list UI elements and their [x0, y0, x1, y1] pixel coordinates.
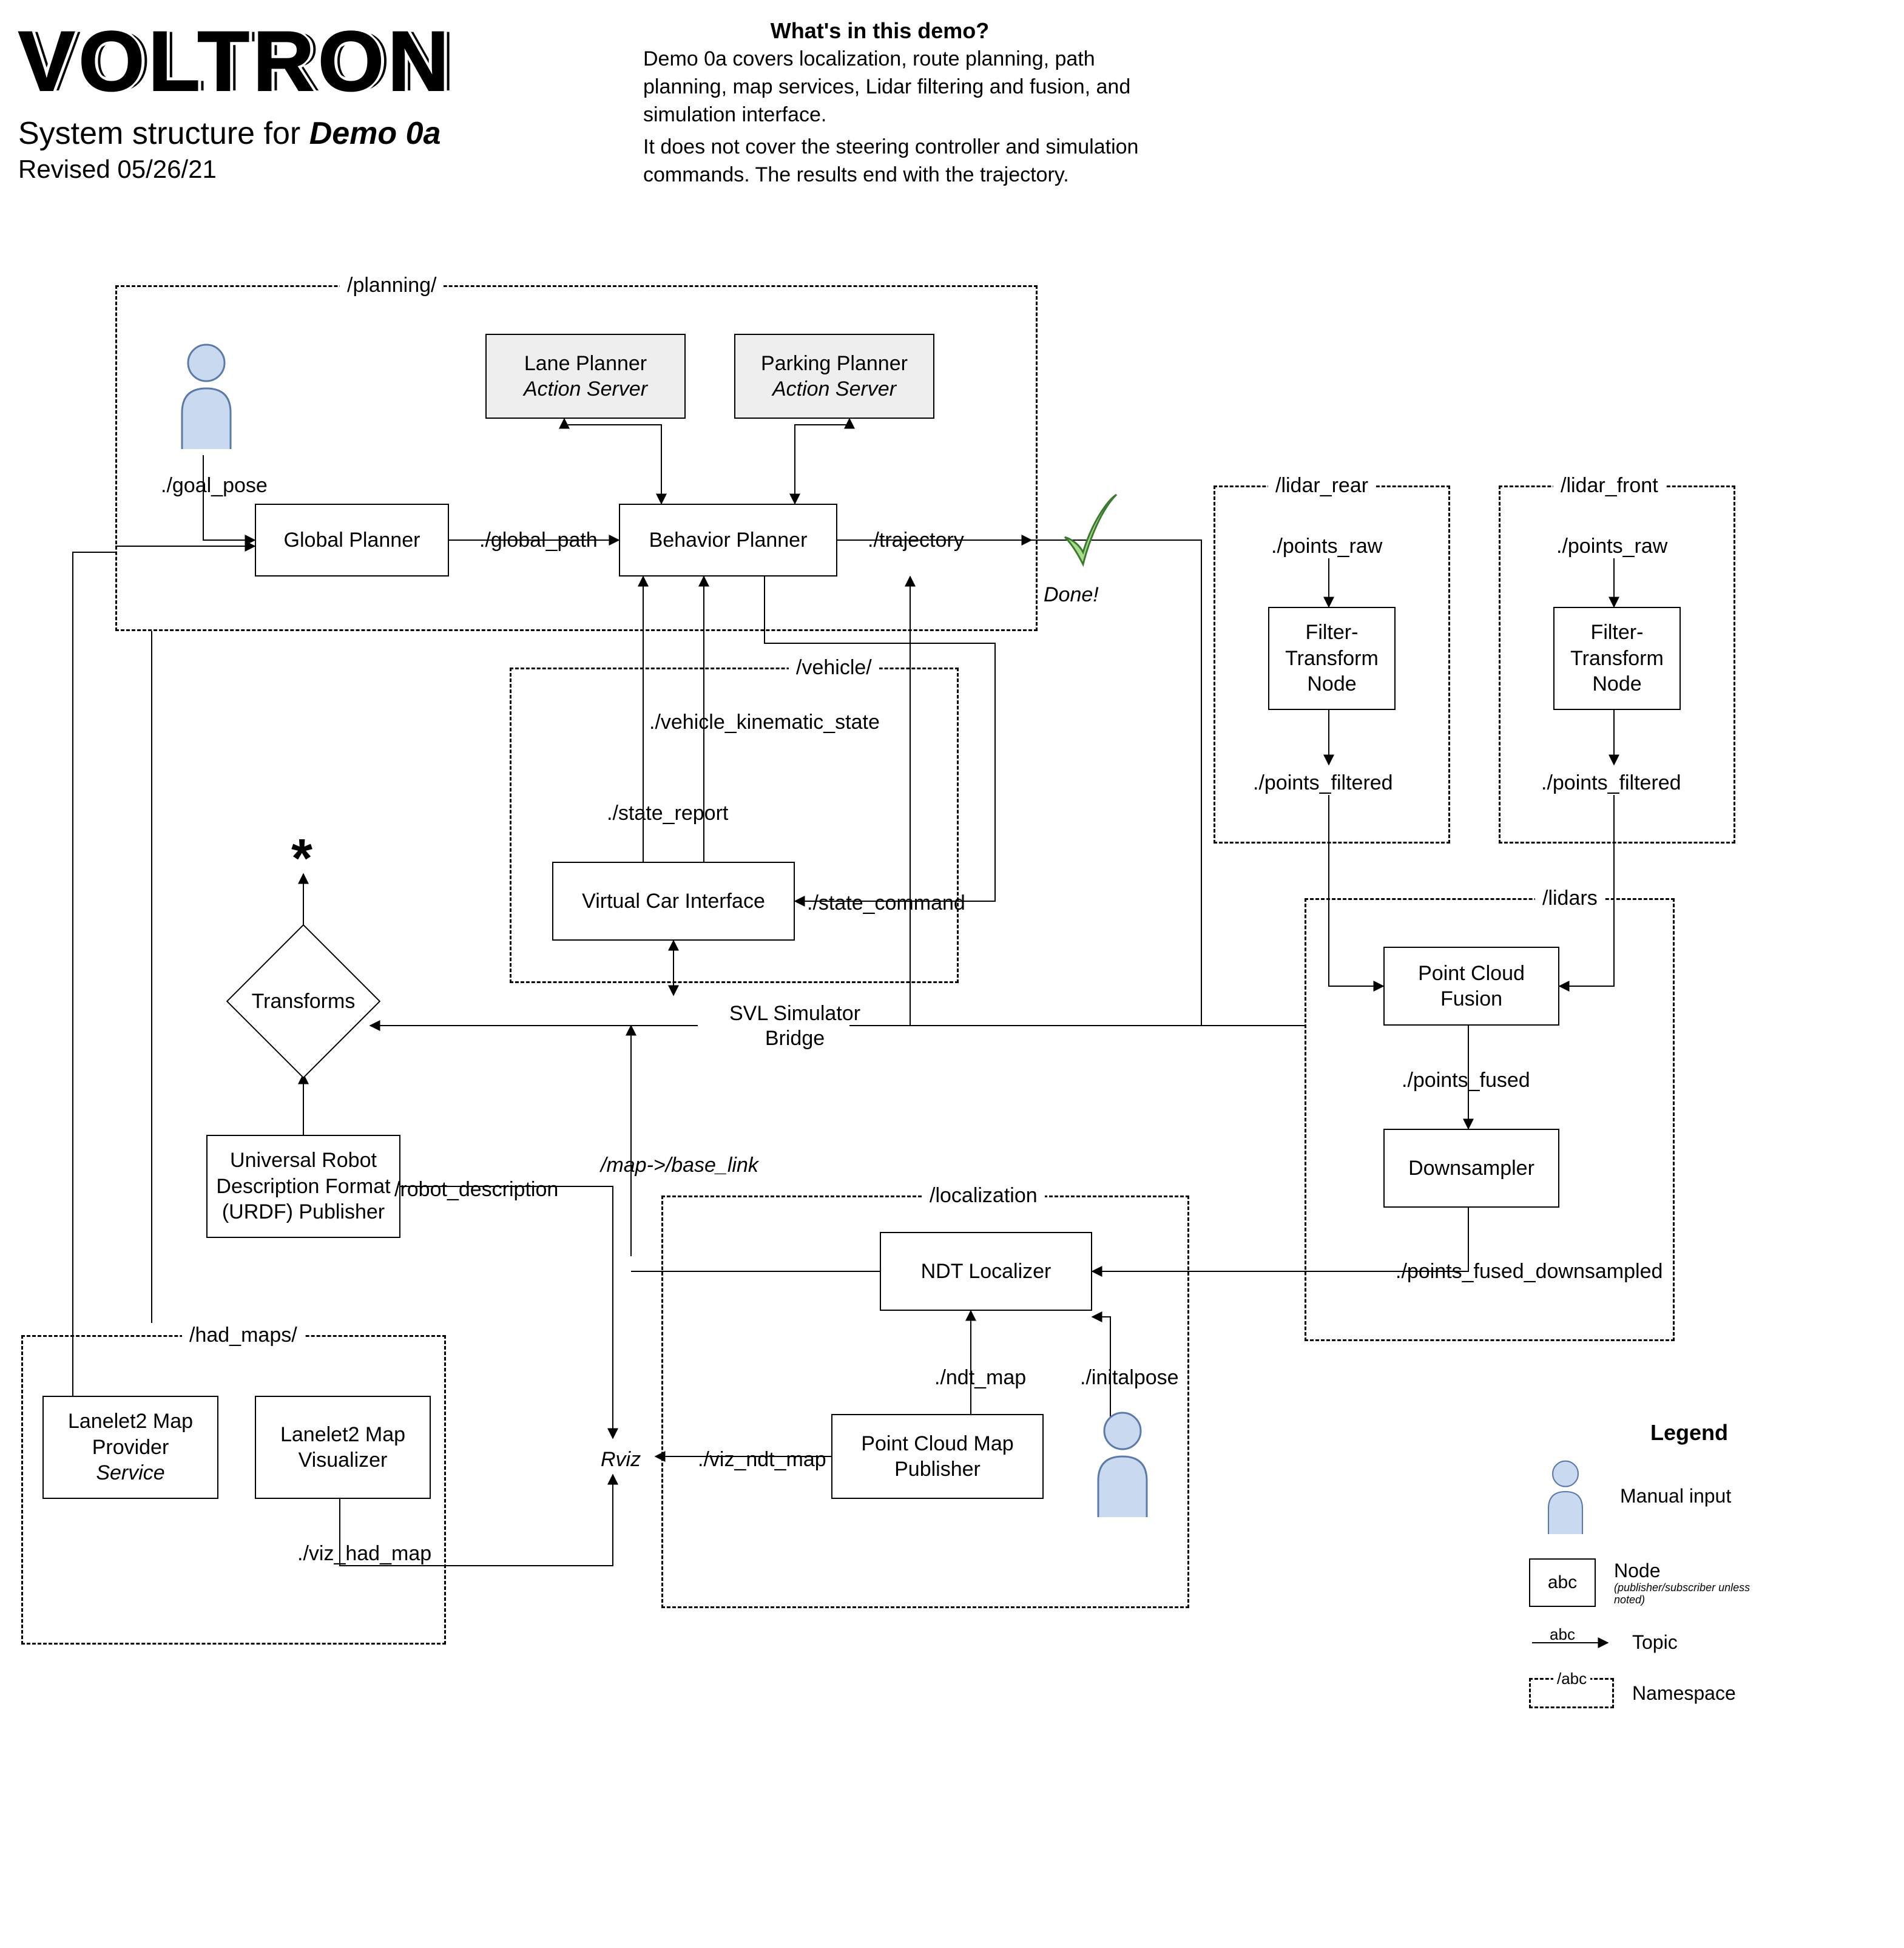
- label-state_cmd: ./state_command: [807, 891, 965, 916]
- node-lanelet_prov: Lanelet2 MapProviderService: [42, 1396, 218, 1499]
- label-rviz: Rviz: [601, 1447, 641, 1472]
- node-filter_rear: Filter-TransformNode: [1268, 607, 1396, 710]
- label-ndt_map: ./ndt_map: [934, 1365, 1026, 1390]
- label-map_base: /map->/base_link: [601, 1153, 758, 1178]
- label-pts_fused: ./points_fused: [1402, 1068, 1530, 1093]
- node-vci: Virtual Car Interface: [552, 862, 795, 941]
- legend: Legend Manual input abcNode(publisher/sub…: [1529, 1420, 1869, 1733]
- label-trajectory: ./trajectory: [868, 528, 964, 553]
- label-pts_filt_f: ./points_filtered: [1541, 771, 1681, 796]
- namespace-label-lidar_front: /lidar_front: [1553, 475, 1666, 497]
- label-robot_desc: /robot_description: [394, 1177, 558, 1202]
- label-state_report: ./state_report: [607, 801, 728, 826]
- legend-title: Legend: [1650, 1420, 1869, 1446]
- label-pts_raw_r: ./points_raw: [1271, 534, 1382, 559]
- label-pts_down: ./points_fused_downsampled: [1396, 1259, 1663, 1284]
- node-pcmap: Point Cloud MapPublisher: [831, 1414, 1044, 1499]
- subtitle-prefix: System structure for: [18, 116, 309, 151]
- manual-input-icon-0: [170, 340, 243, 449]
- asterisk-icon: *: [291, 831, 312, 886]
- legend-row-topic: abcTopic: [1529, 1631, 1869, 1654]
- label-pts_raw_f: ./points_raw: [1556, 534, 1667, 559]
- label-pts_filt_r: ./points_filtered: [1253, 771, 1393, 796]
- demo-question: What's in this demo?: [643, 18, 1116, 44]
- node-lanelet_viz: Lanelet2 MapVisualizer: [255, 1396, 431, 1499]
- node-fusion: Point CloudFusion: [1383, 947, 1559, 1026]
- namespace-label-planning: /planning/: [340, 274, 444, 297]
- transforms-diamond: Transforms: [226, 924, 381, 1079]
- namespace-label-had_maps: /had_maps/: [182, 1324, 305, 1347]
- node-filter_front: Filter-TransformNode: [1553, 607, 1681, 710]
- namespace-label-vehicle: /vehicle/: [789, 657, 879, 679]
- node-parking_planner: Parking PlannerAction Server: [734, 334, 934, 419]
- demo-body-1: Demo 0a covers localization, route plann…: [643, 46, 1177, 129]
- node-downsampler: Downsampler: [1383, 1129, 1559, 1208]
- node-ndt: NDT Localizer: [880, 1232, 1092, 1311]
- namespace-label-lidars: /lidars: [1535, 887, 1605, 910]
- label-goal_pose: ./goal_pose: [161, 473, 268, 498]
- node-behavior_planner: Behavior Planner: [619, 504, 837, 577]
- node-global_planner: Global Planner: [255, 504, 449, 577]
- revised-date: Revised 05/26/21: [18, 155, 217, 184]
- demo-body-2: It does not cover the steering controlle…: [643, 134, 1177, 189]
- subtitle-bold: Demo 0a: [309, 116, 441, 151]
- legend-row-node: abcNode(publisher/subscriber unless note…: [1529, 1558, 1869, 1607]
- legend-row-ns: /abc Namespace: [1529, 1678, 1869, 1708]
- subtitle: System structure for Demo 0a: [18, 115, 441, 152]
- transforms-label: Transforms: [250, 948, 357, 1055]
- legend-row-human: Manual input: [1529, 1458, 1869, 1534]
- manual-input-icon-1: [1086, 1408, 1159, 1517]
- voltron-logo: VOLTRON: [18, 12, 453, 110]
- connector-32: [73, 552, 115, 1396]
- label-done: Done!: [1044, 583, 1099, 607]
- done-check-icon: [1056, 485, 1122, 577]
- label-viz_ndt: ./viz_ndt_map: [698, 1447, 826, 1472]
- namespace-label-localization: /localization: [922, 1185, 1045, 1207]
- label-svl: SVL SimulatorBridge: [704, 1001, 886, 1051]
- namespace-label-lidar_rear: /lidar_rear: [1268, 475, 1376, 497]
- label-initpose: ./initalpose: [1080, 1365, 1179, 1390]
- svg-text:abc: abc: [1550, 1625, 1575, 1643]
- label-global_path: ./global_path: [479, 528, 598, 553]
- label-viz_had: ./viz_had_map: [297, 1541, 431, 1566]
- node-urdf: Universal RobotDescription Format(URDF) …: [206, 1135, 400, 1238]
- node-lane_planner: Lane PlannerAction Server: [485, 334, 686, 419]
- label-veh_state: ./vehicle_kinematic_state: [649, 710, 880, 735]
